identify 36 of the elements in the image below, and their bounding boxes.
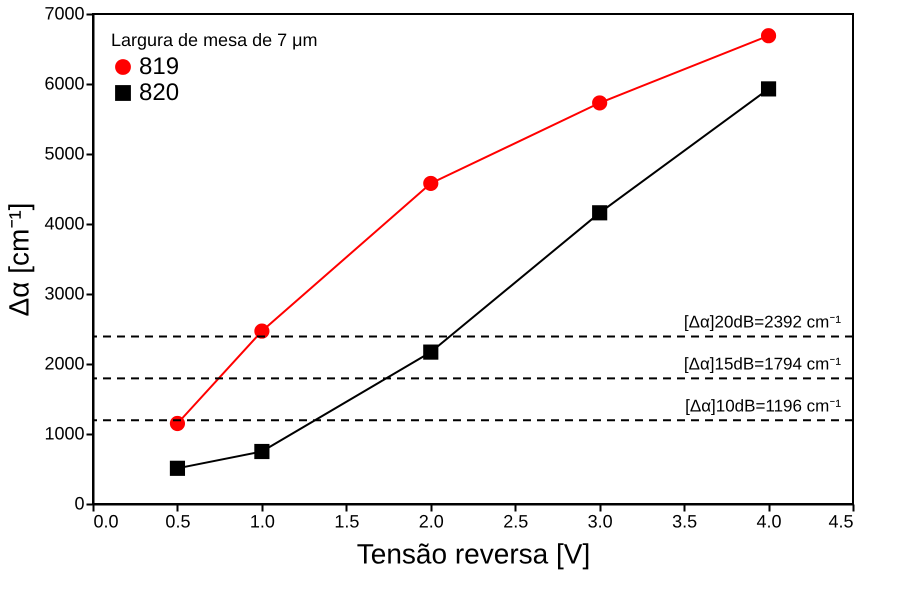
point — [423, 176, 438, 191]
y-tick-label: 7000 — [44, 4, 84, 24]
y-axis-title: Δα [cm⁻¹] — [3, 202, 34, 316]
legend-title: Largura de mesa de 7 μm — [111, 30, 318, 50]
x-tick-label: 3.5 — [672, 512, 698, 532]
ref-line-label: [Δα]15dB=1794 cm⁻¹ — [684, 354, 842, 374]
x-tick-label: 0.0 — [94, 512, 119, 532]
x-tick-label: 0.5 — [165, 512, 190, 532]
point — [760, 28, 776, 44]
y-tick-label: 4000 — [44, 214, 84, 234]
y-tick-label: 5000 — [44, 144, 84, 164]
point — [170, 460, 186, 476]
y-tick-label: 1000 — [44, 424, 84, 444]
legend-label: 819 — [139, 53, 180, 80]
ref-line-label: [Δα]20dB=2392 cm⁻¹ — [684, 312, 842, 332]
y-tick-label: 2000 — [44, 354, 84, 374]
point — [423, 344, 438, 360]
legend-label: 820 — [139, 79, 180, 106]
x-tick-label: 3.0 — [588, 512, 613, 532]
point — [760, 81, 776, 96]
x-axis-title: Tensão reversa [V] — [356, 538, 590, 570]
x-tick-label: 2.5 — [503, 512, 528, 532]
point — [592, 95, 608, 110]
y-tick-label: 3000 — [44, 284, 84, 304]
x-tick-label: 4.5 — [828, 512, 854, 532]
point — [592, 205, 608, 220]
x-tick-label: 1.0 — [250, 512, 275, 532]
x-tick-label: 4.0 — [756, 512, 782, 532]
x-tick-label: 1.5 — [334, 512, 360, 532]
ref-line-label: [Δα]10dB=1196 cm⁻¹ — [685, 396, 842, 416]
point — [254, 324, 270, 339]
y-tick-label: 6000 — [44, 74, 84, 94]
point — [170, 416, 186, 432]
point — [254, 444, 270, 460]
y-tick-label: 0 — [74, 494, 84, 514]
x-tick-label: 2.0 — [418, 512, 444, 532]
